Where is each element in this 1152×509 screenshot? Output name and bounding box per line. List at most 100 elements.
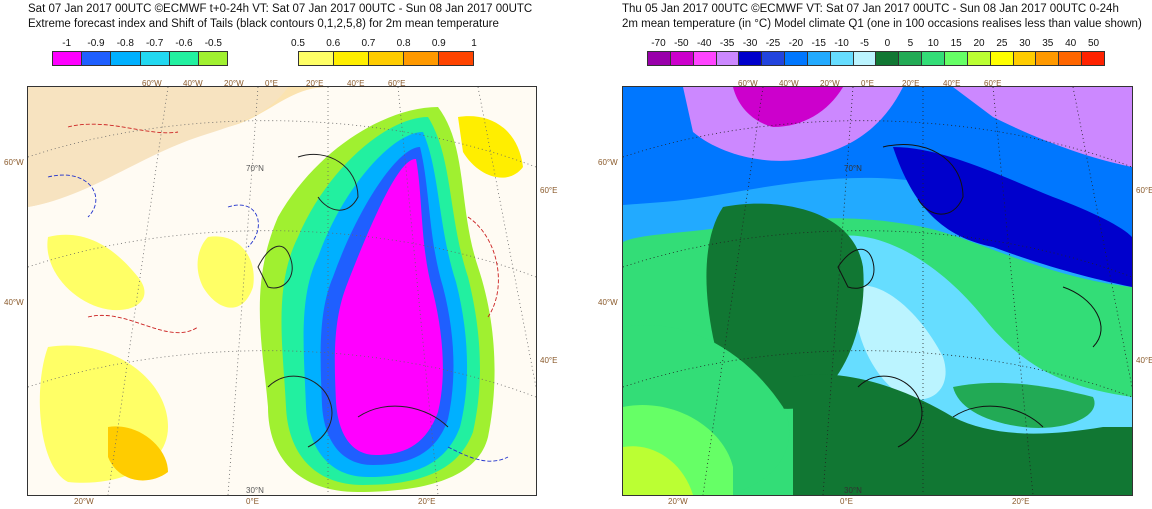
efi-lon-label: 40°W bbox=[183, 79, 203, 88]
efi-warm-patch-strong bbox=[108, 426, 168, 481]
climate-title-line1: Thu 05 Jan 2017 00UTC ©ECMWF VT: Sat 07 … bbox=[622, 3, 1119, 15]
climate-legend-label: 0 bbox=[884, 38, 891, 49]
efi-cold-legend-label: -0.7 bbox=[146, 38, 164, 49]
efi-warm-patch bbox=[47, 234, 145, 311]
efi-map-canvas bbox=[28, 87, 536, 495]
climate-lat-label: 60°W bbox=[598, 158, 618, 167]
efi-warm-legend-label: 0.6 bbox=[326, 38, 341, 49]
efi-coastlines bbox=[257, 153, 449, 448]
efi-warm-legend-label: 1 bbox=[471, 38, 477, 49]
efi-cold-level-1 bbox=[334, 158, 443, 455]
efi-lon-label: 20°W bbox=[74, 497, 94, 506]
climate-legend-swatch bbox=[944, 52, 968, 65]
efi-warm-legend-swatch bbox=[404, 52, 439, 65]
efi-cold-legend-swatch bbox=[111, 52, 141, 65]
climate-legend-swatch bbox=[1082, 52, 1104, 65]
climate-lon-label: 40°W bbox=[779, 79, 799, 88]
climate-atlantic-dark bbox=[706, 203, 864, 409]
climate-legend-label: 35 bbox=[1042, 38, 1054, 49]
efi-warm-patch bbox=[458, 116, 523, 178]
climate-lon-labels-bottom: 20°W 0°E 20°E bbox=[576, 497, 1152, 507]
climate-legend-swatch bbox=[990, 52, 1014, 65]
climate-legend-swatch bbox=[1036, 52, 1060, 65]
efi-lon-label: 0°E bbox=[246, 497, 259, 506]
efi-lon-label: 20°E bbox=[306, 79, 324, 88]
efi-warm-legend-label: 0.8 bbox=[396, 38, 411, 49]
climate-map bbox=[622, 86, 1133, 496]
efi-warm-legend-swatch bbox=[299, 52, 334, 65]
climate-legend-swatch bbox=[716, 52, 740, 65]
efi-contours bbox=[47, 123, 509, 462]
climate-legend-label: 20 bbox=[973, 38, 985, 49]
efi-lon-labels-top: 60°W 40°W 20°W 0°E 20°E 40°E 60°E bbox=[0, 79, 576, 89]
efi-warm-legend-swatch bbox=[369, 52, 404, 65]
climate-legend-label: 15 bbox=[950, 38, 962, 49]
climate-legend-label: -50 bbox=[674, 38, 689, 49]
efi-cold-legend-swatch bbox=[82, 52, 112, 65]
climate-legend-swatch bbox=[1059, 52, 1083, 65]
climate-arctic-cold bbox=[953, 87, 1132, 167]
climate-lon-label: 40°E bbox=[943, 79, 961, 88]
climate-europe-mild bbox=[853, 285, 946, 400]
climate-legend-swatch bbox=[922, 52, 945, 65]
climate-title-line2: 2m mean temperature (in °C) Model climat… bbox=[622, 18, 1142, 30]
climate-legend-label: 50 bbox=[1087, 38, 1100, 49]
climate-legend-label: 10 bbox=[927, 38, 939, 49]
efi-cold-legend-swatch bbox=[140, 52, 170, 65]
climate-legend-label: -35 bbox=[719, 38, 735, 49]
climate-legend-swatch bbox=[648, 52, 671, 65]
climate-lon-label: 0°E bbox=[840, 497, 853, 506]
climate-lat-label: 40°W bbox=[598, 298, 618, 307]
efi-greenland-land bbox=[28, 87, 288, 207]
efi-cold-legend-label: -1 bbox=[62, 38, 72, 49]
climate-legend-swatch bbox=[876, 52, 900, 65]
climate-legend-swatch bbox=[762, 52, 786, 65]
climate-greenland-core bbox=[733, 87, 843, 127]
climate-scandinavia-cold bbox=[893, 147, 1132, 287]
efi-cold-legend-swatch bbox=[198, 52, 228, 65]
climate-lon-label: 20°W bbox=[668, 497, 688, 506]
climate-lon-labels-top: 60°W 40°W 20°W 0°E 20°E 40°E 60°E bbox=[576, 79, 1152, 89]
climate-legend-label: -30 bbox=[742, 38, 758, 49]
climate-legend-swatch bbox=[693, 52, 717, 65]
climate-lon-label: 60°E bbox=[984, 79, 1002, 88]
efi-warm-legend-label: 0.5 bbox=[291, 38, 305, 49]
climate-coastlines bbox=[837, 143, 1102, 448]
climate-legend-swatch bbox=[899, 52, 923, 65]
efi-lon-label: 60°W bbox=[142, 79, 162, 88]
efi-cold-legend-label: -0.5 bbox=[204, 38, 222, 49]
climate-legend-label: 25 bbox=[996, 38, 1008, 49]
climate-legend-swatch bbox=[1013, 52, 1037, 65]
climate-legend-swatch bbox=[785, 52, 808, 65]
climate-legend-label: -20 bbox=[788, 38, 804, 49]
efi-warm-legend-label: 0.9 bbox=[431, 38, 446, 49]
efi-warm-legend: 0.5 0.6 0.7 0.8 0.9 1 bbox=[291, 38, 477, 66]
efi-cold-legend: -1 -0.9 -0.8 -0.7 -0.6 -0.5 bbox=[52, 38, 228, 66]
efi-inner-label: 70°N bbox=[246, 164, 264, 173]
climate-legend-swatch bbox=[670, 52, 694, 65]
efi-inner-label: 30°N bbox=[246, 486, 264, 495]
efi-map bbox=[27, 86, 537, 496]
efi-cold-legend-swatch bbox=[53, 52, 83, 65]
climate-lat-label: 40°E bbox=[1136, 356, 1152, 365]
efi-cold-legend-swatch bbox=[169, 52, 199, 65]
efi-lon-labels-bottom: 20°W 0°E 20°E bbox=[0, 497, 576, 507]
efi-warm-legend-swatch bbox=[334, 52, 369, 65]
climate-legend-label: 5 bbox=[907, 38, 914, 49]
climate-legend-label: -70 bbox=[651, 38, 666, 49]
climate-legend-swatch bbox=[739, 52, 763, 65]
climate-inner-label: 70°N bbox=[844, 164, 862, 173]
climate-inner-label: 30°N bbox=[844, 486, 862, 495]
efi-lon-label: 60°E bbox=[388, 79, 406, 88]
climate-legend-label: -15 bbox=[811, 38, 826, 49]
efi-lat-label: 60°E bbox=[540, 186, 558, 195]
climate-legend-label: 40 bbox=[1065, 38, 1077, 49]
climate-legend-label: -40 bbox=[697, 38, 712, 49]
climate-legend: -70 -50 -40 -35 -30 -25 -20 -15 -10 -5 0 5 10 15 20 25 3… bbox=[647, 38, 1105, 66]
efi-lon-label: 20°E bbox=[418, 497, 436, 506]
climate-legend-swatch bbox=[807, 52, 831, 65]
efi-warm-patch bbox=[197, 236, 254, 308]
climate-legend-swatch bbox=[967, 52, 991, 65]
efi-cold-legend-label: -0.8 bbox=[116, 38, 134, 49]
climate-north-africa bbox=[793, 374, 1132, 495]
